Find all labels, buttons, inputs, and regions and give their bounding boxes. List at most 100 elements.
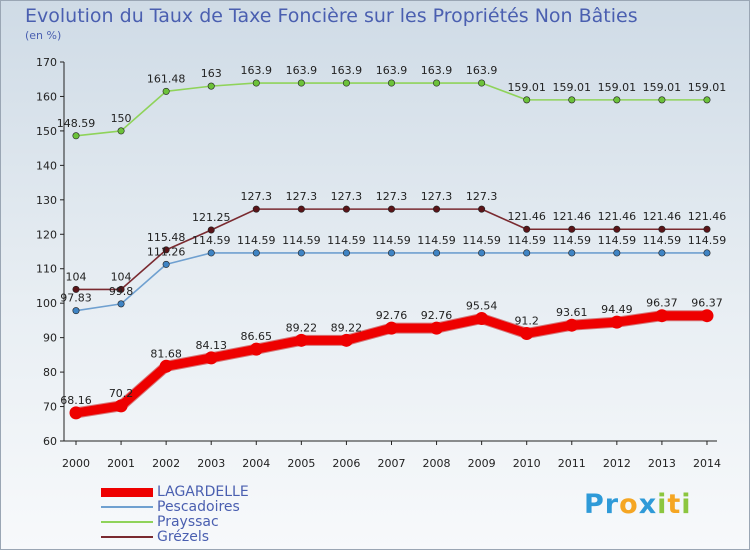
data-point <box>658 249 666 257</box>
data-label: 163.9 <box>241 64 273 77</box>
legend-swatch <box>101 521 153 523</box>
x-tick-label: 2001 <box>107 457 135 470</box>
x-tick-label: 2006 <box>332 457 360 470</box>
data-point <box>610 315 624 329</box>
data-label: 163 <box>201 67 222 80</box>
x-tick-label: 2004 <box>242 457 270 470</box>
data-label: 159.01 <box>598 81 637 94</box>
legend-swatch <box>101 536 153 538</box>
data-label: 91.2 <box>514 315 539 328</box>
data-point <box>430 321 444 335</box>
data-point <box>207 249 215 257</box>
data-point <box>475 312 489 326</box>
data-label: 121.46 <box>688 210 727 223</box>
data-point <box>207 82 215 90</box>
logo-letter: i <box>681 489 692 520</box>
data-label: 121.46 <box>553 210 592 223</box>
data-label: 163.9 <box>466 64 498 77</box>
series-line <box>75 252 707 312</box>
data-label: 159.01 <box>688 81 727 94</box>
data-point <box>700 309 714 323</box>
data-label: 104 <box>111 270 132 283</box>
data-label: 127.3 <box>241 190 273 203</box>
data-label: 127.3 <box>331 190 363 203</box>
logo-letter: i <box>657 489 668 520</box>
data-label: 92.76 <box>376 309 408 322</box>
data-label: 96.37 <box>691 297 723 310</box>
x-tick-label: 2009 <box>468 457 496 470</box>
x-tick-label: 2007 <box>377 457 405 470</box>
series-gr-zels <box>72 205 711 293</box>
data-label: 114.59 <box>462 234 501 247</box>
data-point <box>568 96 576 104</box>
data-point <box>207 226 215 234</box>
data-label: 84.13 <box>195 339 227 352</box>
data-point <box>162 87 170 95</box>
data-point <box>114 399 128 413</box>
data-label: 150 <box>111 112 132 125</box>
data-label: 114.59 <box>282 234 321 247</box>
data-label: 163.9 <box>421 64 453 77</box>
data-label: 114.59 <box>643 234 682 247</box>
data-point <box>297 205 305 213</box>
data-labels: 148.59 150 161.48 163 163.9 163.9 163.9 163.9 16… <box>57 64 726 407</box>
series-prayssac <box>72 79 711 140</box>
data-label: 159.01 <box>507 81 546 94</box>
y-tick-label: 150 <box>36 125 57 138</box>
data-point <box>339 333 353 347</box>
data-label: 104 <box>66 270 87 283</box>
data-point <box>252 205 260 213</box>
legend-label: LAGARDELLE <box>157 484 249 500</box>
y-tick-label: 170 <box>36 56 57 69</box>
data-label: 127.3 <box>421 190 453 203</box>
data-label: 96.37 <box>646 297 678 310</box>
data-point <box>117 285 125 293</box>
data-label: 114.59 <box>553 234 592 247</box>
data-label: 70.2 <box>109 387 134 400</box>
data-point <box>342 79 350 87</box>
data-point <box>478 205 486 213</box>
data-point <box>478 79 486 87</box>
data-point <box>384 321 398 335</box>
data-point <box>249 342 263 356</box>
x-tick-label: 2003 <box>197 457 225 470</box>
y-tick-label: 60 <box>43 435 57 448</box>
logo-letter: t <box>667 489 682 520</box>
data-point <box>703 249 711 257</box>
data-point <box>568 225 576 233</box>
data-label: 159.01 <box>553 81 592 94</box>
data-label: 92.76 <box>421 309 453 322</box>
data-point <box>568 249 576 257</box>
x-tick-label: 2002 <box>152 457 180 470</box>
data-point <box>613 249 621 257</box>
y-axis-unit-label: (en %) <box>25 29 62 42</box>
data-point <box>297 79 305 87</box>
legend-swatch <box>101 506 153 508</box>
data-point <box>162 246 170 254</box>
data-point <box>342 249 350 257</box>
data-point <box>658 225 666 233</box>
data-point <box>72 307 80 315</box>
y-tick-label: 70 <box>43 401 57 414</box>
y-tick-label: 120 <box>36 228 57 241</box>
data-point <box>162 260 170 268</box>
legend-label: Prayssac <box>157 514 219 530</box>
data-label: 114.59 <box>237 234 276 247</box>
data-label: 121.46 <box>643 210 682 223</box>
data-point <box>297 249 305 257</box>
data-label: 68.16 <box>60 394 92 407</box>
data-label: 114.59 <box>417 234 456 247</box>
data-point <box>342 205 350 213</box>
x-tick-label: 2000 <box>62 457 90 470</box>
data-point <box>523 225 531 233</box>
y-tick-label: 80 <box>43 366 57 379</box>
x-tick-label: 2005 <box>287 457 315 470</box>
data-point <box>523 249 531 257</box>
data-label: 89.22 <box>331 321 363 334</box>
x-tick-label: 2008 <box>423 457 451 470</box>
logo-letter: r <box>604 489 620 520</box>
data-point <box>523 96 531 104</box>
proxiti-logo: Proxiti <box>584 489 692 520</box>
data-point <box>613 225 621 233</box>
y-tick-label: 100 <box>36 297 57 310</box>
